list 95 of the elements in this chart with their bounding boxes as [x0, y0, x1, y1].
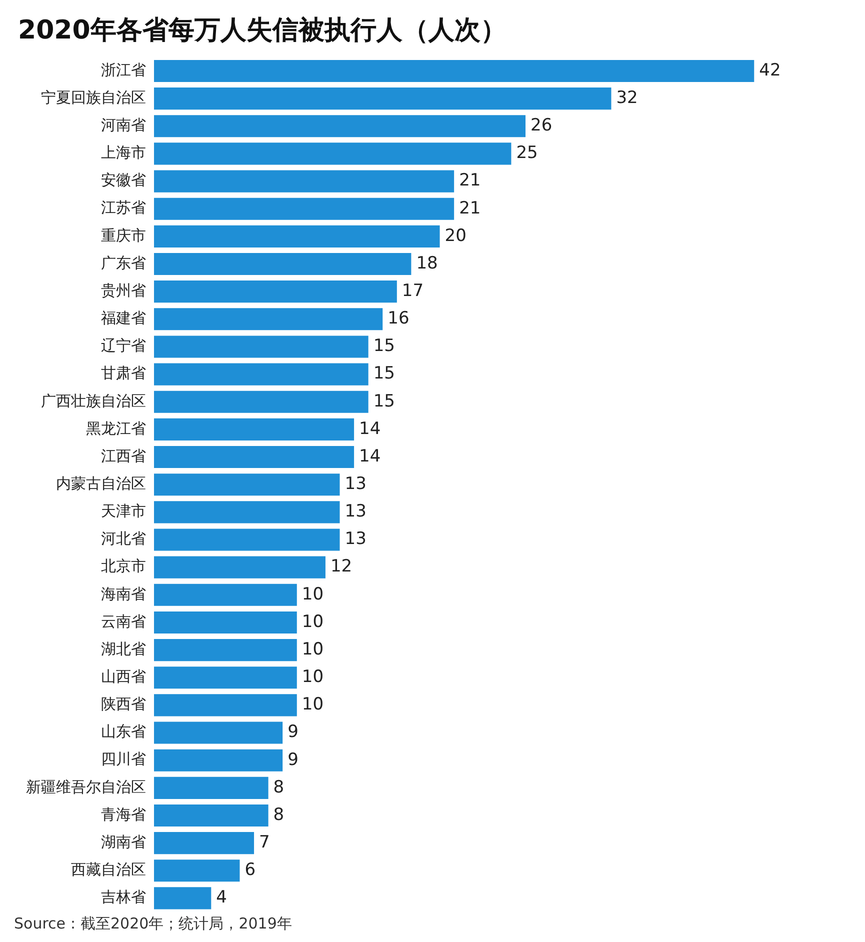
bar	[154, 115, 526, 138]
data-label: 9	[288, 722, 298, 742]
bar	[154, 887, 212, 910]
data-label: 32	[616, 88, 638, 108]
bar	[154, 170, 454, 192]
y-tick-label: 北京市	[101, 557, 146, 576]
y-tick-label: 广东省	[101, 254, 146, 272]
y-tick-label: 河南省	[101, 116, 146, 134]
bar	[154, 666, 297, 689]
y-tick-label: 云南省	[101, 612, 146, 630]
bar	[154, 584, 297, 606]
y-tick-label: 青海省	[101, 805, 146, 824]
bar	[154, 446, 354, 468]
data-label: 10	[302, 584, 324, 604]
data-label: 14	[359, 418, 381, 439]
bar	[154, 611, 297, 634]
y-tick-label: 广西壮族自治区	[41, 392, 146, 410]
y-tick-label: 宁夏回族自治区	[41, 88, 146, 106]
bar	[154, 528, 340, 551]
bar	[154, 225, 440, 248]
y-tick-label: 吉林省	[101, 888, 146, 906]
data-label: 20	[444, 226, 466, 246]
y-tick-label: 山东省	[101, 722, 146, 741]
data-label: 6	[244, 860, 256, 880]
y-tick-label: 海南省	[101, 584, 146, 603]
y-tick-label: 湖南省	[101, 832, 146, 851]
bar	[154, 776, 268, 799]
data-label: 26	[530, 116, 552, 136]
bar	[154, 804, 268, 827]
data-label: 4	[216, 888, 227, 908]
data-label: 7	[259, 832, 270, 852]
y-tick-label: 湖北省	[101, 640, 146, 658]
data-label: 15	[373, 336, 395, 356]
data-label: 25	[516, 143, 538, 164]
y-tick-label: 甘肃省	[101, 364, 146, 382]
bar	[154, 390, 368, 413]
data-label: 10	[302, 694, 324, 715]
data-label: 42	[759, 60, 781, 80]
bar	[154, 418, 354, 440]
data-label: 16	[388, 308, 410, 329]
bar	[154, 832, 254, 854]
data-label: 10	[302, 667, 324, 688]
data-label: 8	[273, 804, 284, 825]
bar	[154, 639, 297, 662]
data-label: 18	[416, 253, 438, 274]
chart-title: 2020年各省每万人失信被执行人（人次）	[18, 15, 506, 46]
y-tick-label: 安徽省	[101, 171, 146, 190]
y-tick-label: 内蒙古自治区	[56, 474, 146, 492]
bar	[154, 556, 326, 578]
source-note: Source：截至2020年；统计局，2019年	[14, 914, 292, 932]
data-label: 10	[302, 639, 324, 660]
data-label: 17	[402, 281, 424, 302]
bar	[154, 694, 297, 716]
y-tick-label: 西藏自治区	[71, 860, 146, 879]
y-tick-label: 山西省	[101, 668, 146, 686]
bar	[154, 722, 283, 744]
bar	[154, 749, 283, 772]
data-label: 8	[273, 777, 284, 798]
bar	[154, 474, 340, 496]
data-label: 15	[373, 364, 395, 384]
bar	[154, 142, 512, 165]
bar	[154, 860, 240, 882]
y-tick-label: 江苏省	[101, 198, 146, 217]
data-label: 13	[344, 474, 366, 494]
bar	[154, 60, 754, 82]
y-tick-label: 新疆维吾尔自治区	[26, 778, 146, 796]
y-tick-label: 上海市	[101, 144, 146, 162]
data-label: 21	[459, 198, 481, 218]
y-tick-label: 辽宁省	[101, 336, 146, 355]
bar	[154, 336, 368, 358]
bar	[154, 280, 397, 303]
y-tick-label: 四川省	[101, 750, 146, 768]
y-tick-label: 福建省	[101, 309, 146, 328]
data-label: 12	[330, 556, 352, 577]
bar	[154, 198, 454, 220]
y-tick-label: 浙江省	[101, 60, 146, 79]
data-label: 21	[459, 170, 481, 191]
bar	[154, 88, 612, 110]
bar	[154, 252, 412, 276]
y-tick-label: 重庆市	[101, 226, 146, 244]
y-tick-label: 江西省	[101, 446, 146, 465]
data-label: 9	[288, 750, 298, 770]
y-tick-label: 河北省	[101, 530, 146, 548]
data-label: 13	[344, 502, 366, 522]
bar	[154, 308, 383, 330]
y-tick-label: 陕西省	[101, 695, 146, 714]
bar	[154, 501, 340, 524]
data-label: 14	[359, 446, 381, 466]
data-label: 13	[344, 529, 366, 550]
y-tick-label: 贵州省	[101, 281, 146, 300]
y-tick-label: 天津市	[101, 502, 146, 520]
data-label: 15	[373, 391, 395, 412]
bar	[154, 363, 368, 386]
y-tick-label: 黑龙江省	[86, 419, 146, 438]
data-label: 10	[302, 612, 324, 632]
